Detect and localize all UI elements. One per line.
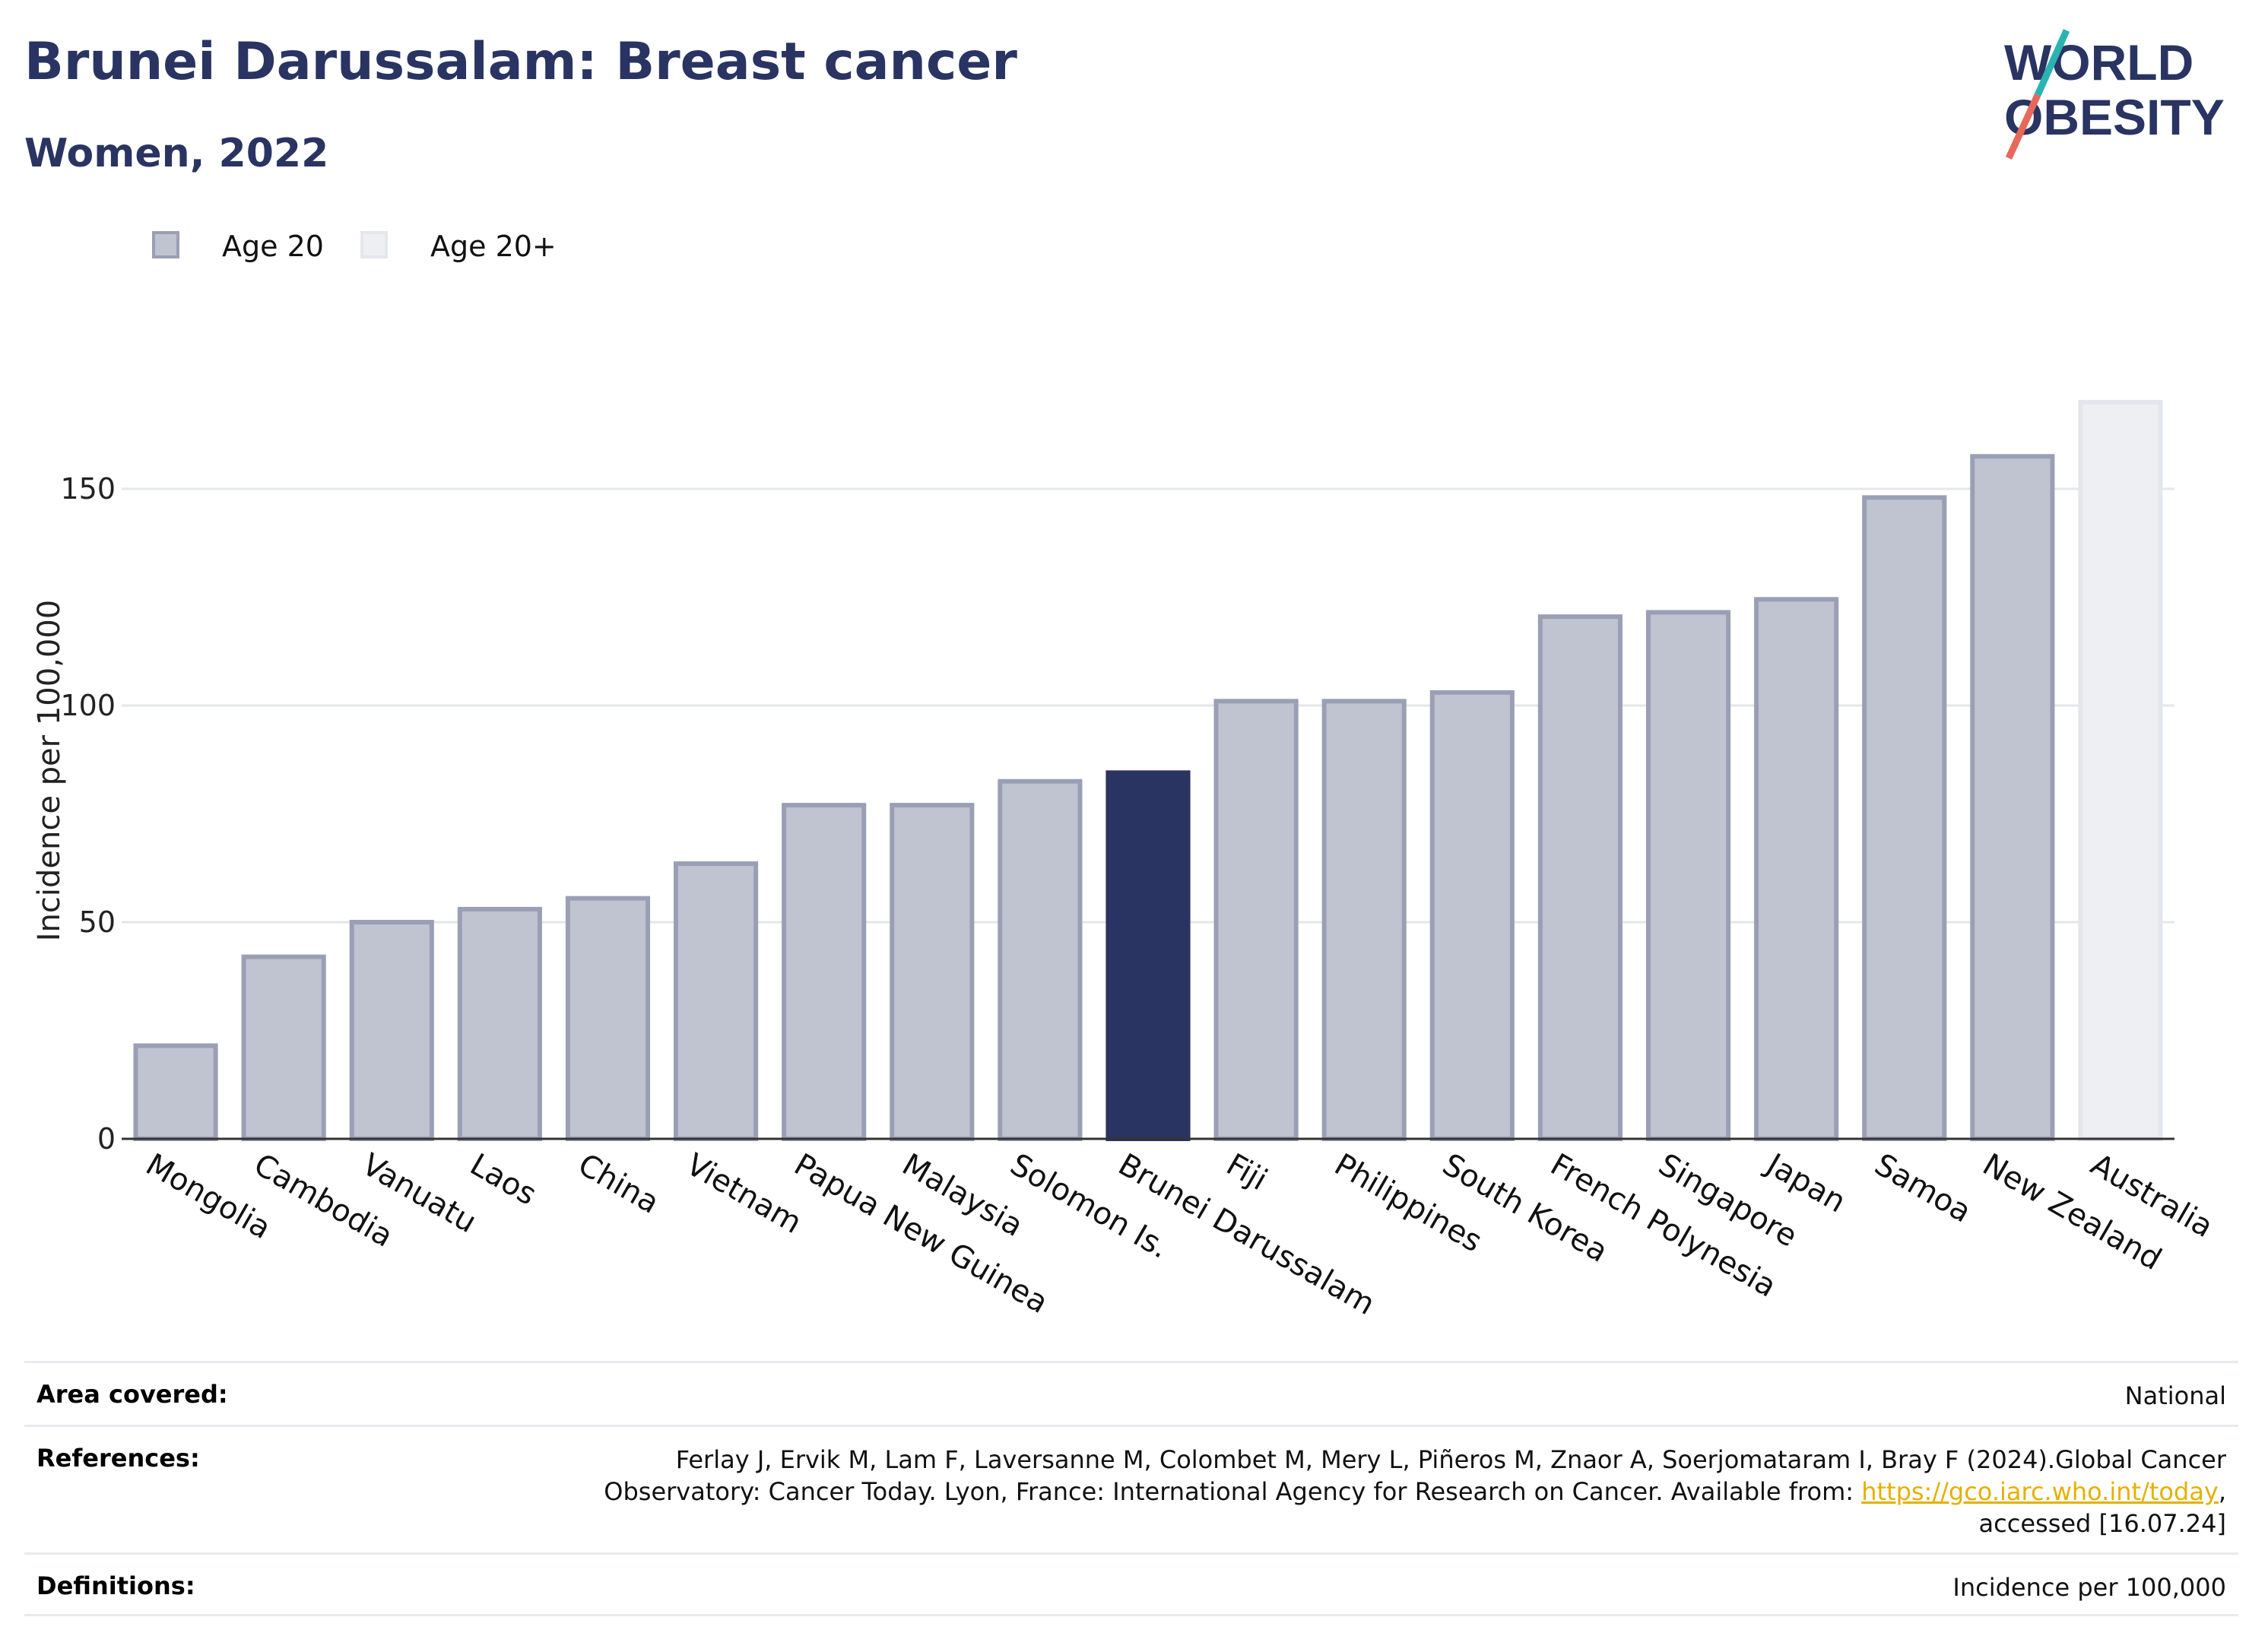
references-line-2-text: Observatory: Cancer Today. Lyon, France:… — [604, 1477, 1862, 1506]
area-covered-value: National — [2124, 1381, 2226, 1410]
bar-vanuatu — [349, 920, 434, 1141]
legend-swatch-age-20 — [152, 231, 179, 258]
references-line-1: Ferlay J, Ervik M, Lam F, Laversanne M, … — [675, 1445, 2226, 1474]
bar-solomon-is- — [998, 778, 1083, 1141]
bar-australia — [2078, 400, 2163, 1141]
bar-south-korea — [1429, 690, 1515, 1141]
references-line-2: Observatory: Cancer Today. Lyon, France:… — [554, 1476, 2226, 1508]
bar-mongolia — [133, 1043, 218, 1141]
bar-samoa — [1862, 495, 1947, 1141]
x-tick-label-samoa: Samoa — [1869, 1147, 1977, 1230]
references-link[interactable]: https://gco.iarc.who.int/today — [1861, 1477, 2219, 1506]
definitions-value: Incidence per 100,000 — [1952, 1573, 2226, 1602]
logo-line1: WORLD — [2004, 34, 2193, 90]
bar-singapore — [1645, 610, 1731, 1141]
y-tick-label-50: 50 — [79, 905, 116, 939]
bar-french-polynesia — [1537, 614, 1623, 1141]
bar-brunei-darussalam — [1105, 770, 1191, 1141]
chart-subtitle: Women, 2022 — [24, 131, 329, 176]
chart-title: Brunei Darussalam: Breast cancer — [24, 32, 1017, 92]
legend-label-age-20-plus: Age 20+ — [430, 230, 557, 263]
logo-slash-bottom — [2005, 94, 2041, 160]
footer-row-area: Area covered: National — [24, 1361, 2238, 1425]
x-tick-label-vietnam: Vietnam — [680, 1147, 807, 1241]
bar-malaysia — [890, 803, 975, 1141]
bar-fiji — [1213, 699, 1299, 1141]
y-tick-label-0: 0 — [97, 1122, 116, 1156]
logo-line2: OBESITY — [2004, 89, 2225, 145]
legend-label-age-20: Age 20 — [222, 230, 324, 263]
x-tick-label-fiji: Fiji — [1220, 1147, 1273, 1198]
area-covered-label: Area covered: — [36, 1380, 228, 1409]
legend-swatch-age-20-plus — [360, 231, 388, 258]
x-tick-label-new-zealand: New Zealand — [1977, 1147, 2168, 1277]
y-tick-label-100: 100 — [60, 689, 116, 722]
world-obesity-logo: WORLD OBESITY — [2004, 29, 2225, 160]
references-link-comma: , — [2218, 1477, 2226, 1506]
bar-philippines — [1321, 699, 1407, 1141]
bar-vietnam — [674, 861, 759, 1142]
references-label: References: — [36, 1444, 200, 1473]
footer-info: Area covered: National References: Ferla… — [24, 1361, 2238, 1616]
definitions-label: Definitions: — [36, 1571, 195, 1600]
references-value: Ferlay J, Ervik M, Lam F, Laversanne M, … — [554, 1444, 2226, 1539]
bar-laos — [457, 906, 542, 1142]
footer-row-references: References: Ferlay J, Ervik M, Lam F, La… — [24, 1425, 2238, 1552]
bar-china — [565, 896, 651, 1142]
y-axis-label: Incidence per 100,000 — [32, 600, 67, 942]
footer-row-definitions: Definitions: Incidence per 100,000 — [24, 1552, 2238, 1616]
bar-cambodia — [241, 954, 326, 1141]
references-line-3: accessed [16.07.24] — [1978, 1509, 2226, 1538]
x-tick-label-laos: Laos — [464, 1147, 542, 1213]
logo-slash-top — [2034, 29, 2070, 97]
y-tick-label-150: 150 — [60, 472, 116, 506]
x-tick-label-china: China — [572, 1147, 665, 1221]
bar-papua-new-guinea — [782, 803, 867, 1141]
bar-new-zealand — [1970, 454, 2055, 1141]
bar-japan — [1754, 597, 1839, 1141]
